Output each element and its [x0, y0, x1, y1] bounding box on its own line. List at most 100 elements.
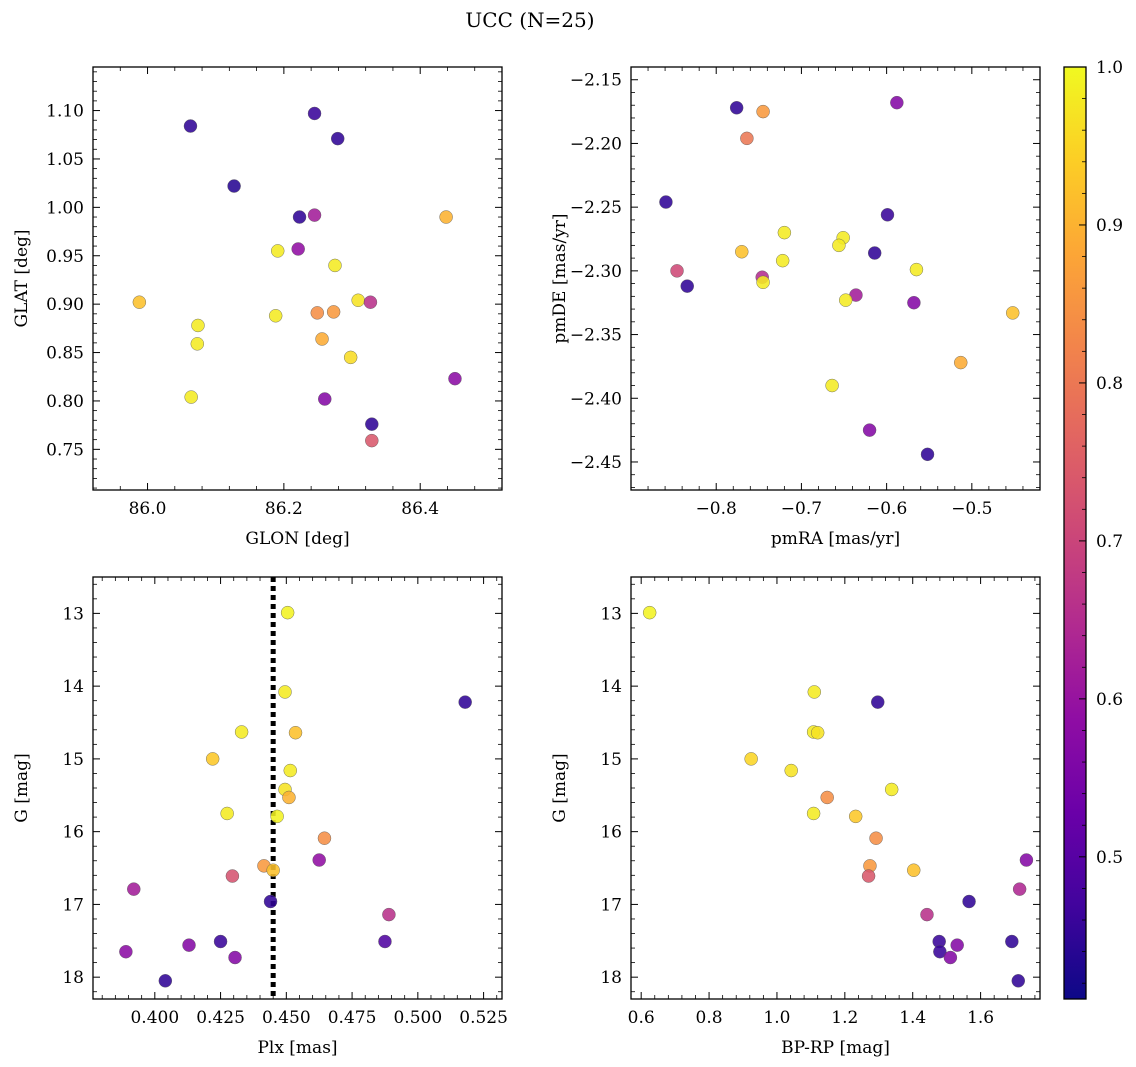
scatter-point — [382, 907, 396, 922]
scatter-point — [920, 447, 935, 462]
colorbar-tick-label: 0.6 — [1096, 690, 1123, 710]
scatter-point — [127, 882, 141, 896]
y-tick-label: 0.90 — [46, 295, 84, 315]
scatter-point — [659, 195, 673, 209]
scatter-point — [268, 309, 283, 323]
panel-plx-g: 0.400 0.425 0.450 0.475 0.500 0.525 13 14 15 16 17… — [12, 576, 508, 1058]
scatter-point — [1011, 974, 1025, 988]
scatter-points — [119, 605, 472, 988]
scatter-point — [225, 869, 240, 883]
y-tick-label: 0.75 — [46, 440, 84, 460]
scatter-point — [777, 225, 792, 240]
x-axis-label: GLON [deg] — [245, 529, 349, 549]
scatter-points — [659, 95, 1020, 462]
scatter-point — [756, 104, 770, 119]
x-tick-label: 0.500 — [393, 1008, 442, 1028]
y-tick-label: 17 — [600, 895, 622, 915]
y-tick-label: 13 — [62, 604, 84, 624]
x-tick-label: −0.6 — [866, 499, 907, 519]
figure-suptitle: UCC (N=25) — [465, 8, 594, 32]
scatter-point — [775, 253, 790, 268]
x-tick-label: −0.7 — [781, 499, 822, 519]
x-axis-label: BP-RP [mag] — [781, 1038, 890, 1058]
scatter-point — [825, 378, 839, 393]
scatter-point — [832, 238, 846, 253]
x-tick-label: 1.2 — [831, 1008, 858, 1028]
scatter-point — [1006, 306, 1020, 320]
x-tick-label: 86.2 — [265, 499, 303, 519]
y-axis-label: GLAT [deg] — [12, 229, 32, 327]
x-tick-label: 0.475 — [328, 1008, 377, 1028]
scatter-point — [266, 863, 280, 877]
scatter-point — [810, 726, 825, 740]
y-tick-label: 14 — [600, 677, 622, 697]
y-tick-label: −2.45 — [570, 453, 622, 473]
scatter-point — [378, 934, 392, 949]
scatter-point — [312, 853, 326, 867]
colorbar: 0.5 0.6 0.7 0.8 0.9 1.0 — [1063, 58, 1123, 1000]
scatter-point — [735, 245, 749, 259]
scatter-point — [680, 279, 694, 293]
scatter-point — [448, 371, 462, 386]
scatter-point — [227, 179, 241, 193]
scatter-point — [784, 763, 798, 778]
scatter-point — [183, 119, 198, 133]
scatter-point — [328, 258, 342, 273]
scatter-point — [365, 417, 379, 431]
y-tick-label: −2.35 — [570, 326, 622, 346]
axes-frame — [630, 576, 1041, 1000]
scatter-point — [862, 423, 877, 437]
scatter-point — [182, 938, 196, 952]
scatter-point — [871, 695, 885, 709]
x-tick-label: 0.6 — [628, 1008, 655, 1028]
scatter-point — [861, 869, 876, 883]
scatter-point — [880, 208, 895, 222]
scatter-point — [343, 350, 358, 365]
scatter-point — [458, 695, 472, 709]
y-tick-label: 0.85 — [46, 344, 84, 364]
y-tick-label: −2.30 — [570, 262, 622, 282]
scatter-point — [744, 752, 758, 766]
scatter-point — [307, 106, 322, 121]
scatter-point — [283, 763, 297, 778]
x-tick-label: 0.525 — [459, 1008, 508, 1028]
colorbar-tick-label: 0.5 — [1096, 848, 1123, 868]
y-tick-label: 0.95 — [46, 247, 84, 267]
scatter-point — [943, 950, 958, 965]
scatter-point — [228, 950, 242, 965]
scatter-point — [933, 945, 947, 959]
scatter-point — [909, 262, 924, 277]
scatter-point — [315, 332, 329, 346]
colorbar-tick-label: 0.7 — [1096, 532, 1123, 552]
y-tick-label: 1.10 — [46, 102, 84, 122]
scatter-point — [670, 264, 684, 278]
scatter-point — [1019, 853, 1034, 867]
scatter-point — [213, 934, 228, 949]
scatter-point — [1005, 934, 1019, 949]
y-tick-label: 15 — [62, 750, 84, 770]
scatter-points — [642, 605, 1034, 988]
y-tick-label: −2.25 — [570, 198, 622, 218]
scatter-point — [907, 296, 921, 310]
scatter-point — [363, 295, 378, 309]
x-tick-label: 0.425 — [196, 1008, 245, 1028]
colorbar-tick-label: 0.8 — [1096, 374, 1123, 394]
scatter-point — [839, 293, 853, 307]
axes-frame — [92, 576, 503, 1000]
y-tick-label: −2.20 — [570, 134, 622, 154]
axes-frame — [630, 66, 1041, 491]
scatter-point — [869, 831, 883, 845]
colorbar-gradient — [1064, 67, 1086, 999]
scatter-point — [820, 790, 834, 805]
x-tick-label: 0.400 — [130, 1008, 179, 1028]
scatter-point — [292, 210, 307, 224]
y-axis-label: G [mag] — [12, 753, 32, 822]
y-axis-label: pmDE [mas/yr] — [550, 213, 570, 343]
scatter-point — [291, 242, 305, 256]
x-axis-label: pmRA [mas/yr] — [771, 529, 900, 549]
x-axis-label: Plx [mas] — [257, 1038, 337, 1058]
scatter-point — [1012, 882, 1027, 896]
scatter-points — [132, 106, 462, 448]
scatter-point — [756, 275, 770, 290]
scatter-point — [317, 831, 332, 845]
